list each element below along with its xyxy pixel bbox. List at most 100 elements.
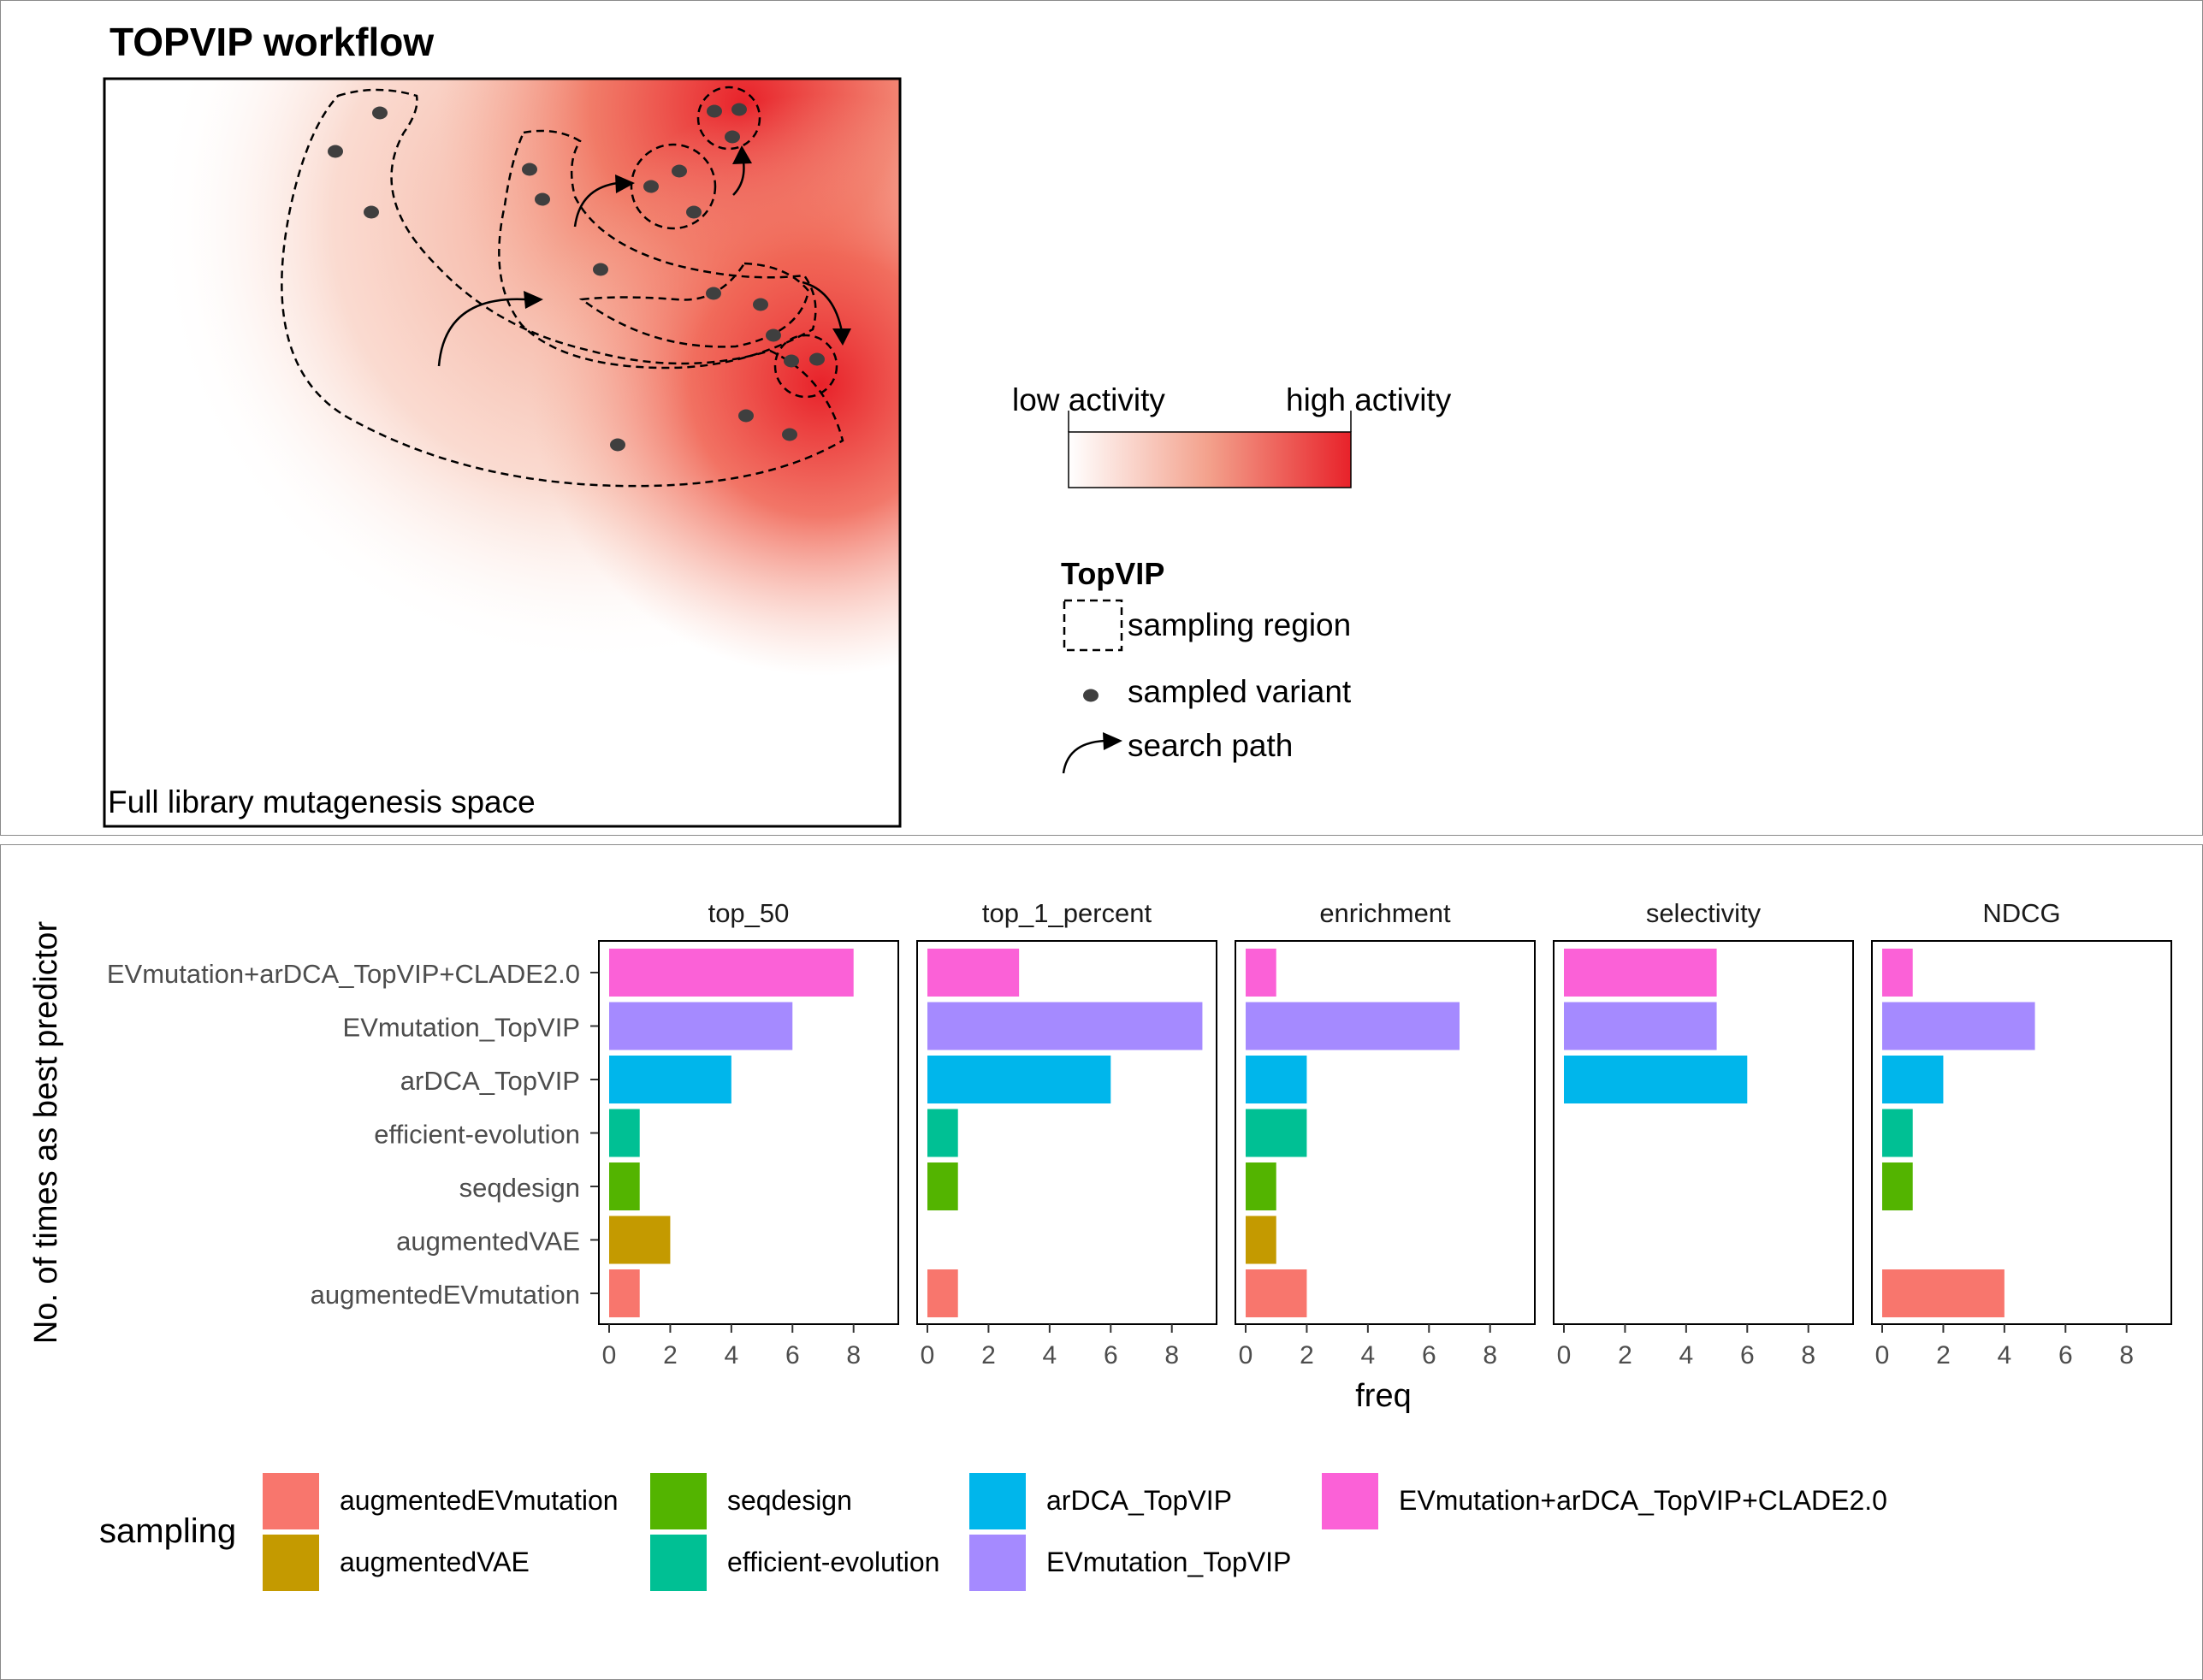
bar: [1882, 1056, 1944, 1103]
sampling-region-inner: [578, 262, 810, 348]
high-activity-label: high activity: [1286, 382, 1452, 417]
facet-strip-label: selectivity: [1646, 898, 1762, 928]
sampling-region-circle-2: [696, 86, 761, 151]
search-path-arrowheads: [524, 145, 851, 346]
bar: [1246, 949, 1276, 997]
legend-swatch: [650, 1473, 707, 1529]
bar: [1246, 1162, 1276, 1210]
sampled-variant-legend-label: sampled variant: [1128, 674, 1352, 709]
bar: [1246, 1056, 1307, 1103]
x-tick-label: 8: [1801, 1341, 1815, 1369]
x-tick-label: 8: [2119, 1341, 2134, 1369]
x-tick-label: 4: [1043, 1341, 1057, 1369]
bar: [927, 1162, 958, 1210]
x-axis-title: freq: [1355, 1378, 1411, 1414]
x-tick-label: 2: [1300, 1341, 1314, 1369]
facet-panel: [916, 940, 1217, 1325]
chart-layer: No. of times as best predictor EVmutation…: [28, 898, 2172, 1414]
bar: [927, 949, 1020, 997]
legend-swatch: [1322, 1473, 1378, 1529]
legend-label: EVmutation_TopVIP: [1046, 1547, 1292, 1577]
sampling-region-circle-3: [773, 334, 838, 399]
x-tick-label: 8: [1164, 1341, 1179, 1369]
facet-enrichment: enrichment 0 2 4 6 8: [1235, 898, 1536, 1369]
legend-swatch: [263, 1473, 319, 1529]
facet-strip-label: NDCG: [1982, 898, 2060, 928]
mutagenesis-space-label: Full library mutagenesis space: [108, 784, 536, 819]
bar: [1882, 1109, 1913, 1157]
legend-swatch: [969, 1473, 1026, 1529]
category-label: seqdesign: [459, 1173, 580, 1203]
facet-strip-label: top_1_percent: [982, 898, 1152, 928]
dashed-square-icon: [1063, 599, 1123, 652]
legend-label: arDCA_TopVIP: [1046, 1485, 1232, 1516]
facet-strip-label: top_50: [708, 898, 790, 928]
x-tick-label: 6: [1422, 1341, 1436, 1369]
bar: [609, 1162, 640, 1210]
bar: [1882, 1002, 2035, 1050]
bar: [927, 1109, 958, 1157]
bar: [1564, 949, 1717, 997]
x-tick-label: 0: [602, 1341, 617, 1369]
sampled-variants: [328, 103, 825, 452]
facet-top_1_percent: top_1_percent 0 2 4 6 8: [916, 898, 1217, 1369]
x-tick-label: 0: [1875, 1341, 1890, 1369]
y-axis-title: No. of times as best predictor: [28, 921, 64, 1345]
bar: [927, 1269, 958, 1317]
bar: [1564, 1002, 1717, 1050]
category-label: EVmutation_TopVIP: [343, 1013, 580, 1043]
legend-label: augmentedEVmutation: [340, 1485, 619, 1516]
x-tick-label: 6: [785, 1341, 800, 1369]
legend-label: augmentedVAE: [340, 1547, 530, 1577]
x-tick-label: 0: [1239, 1341, 1253, 1369]
category-label: EVmutation+arDCA_TopVIP+CLADE2.0: [107, 959, 580, 989]
facet-panel: [598, 940, 899, 1325]
sampling-regions: [281, 86, 844, 488]
curved-arrow-icon: [1062, 732, 1122, 774]
activity-scale: [1068, 411, 1352, 488]
bar: [1564, 1056, 1748, 1103]
x-tick-label: 0: [1557, 1341, 1572, 1369]
category-label: augmentedVAE: [396, 1227, 580, 1257]
sampling-region-legend-label: sampling region: [1128, 607, 1352, 642]
category-label: arDCA_TopVIP: [400, 1066, 580, 1096]
workflow-figure: [103, 77, 1352, 828]
activity-gradient-bar: [1068, 431, 1352, 488]
x-tick-label: 6: [1104, 1341, 1118, 1369]
bar: [1246, 1002, 1460, 1050]
x-tick-label: 8: [846, 1341, 861, 1369]
sampling-region-circle-1: [630, 143, 717, 230]
x-tick-label: 4: [1679, 1341, 1694, 1369]
x-tick-label: 6: [2058, 1341, 2073, 1369]
search-path-legend-label: search path: [1128, 728, 1294, 763]
x-tick-label: 2: [1618, 1341, 1632, 1369]
bar: [1246, 1109, 1307, 1157]
bar: [1882, 949, 1913, 997]
facet-strip-label: enrichment: [1319, 898, 1451, 928]
category-label: augmentedEVmutation: [311, 1280, 580, 1310]
topvip-legend-title: TopVIP: [1061, 556, 1165, 591]
facet-top_50: top_50 0 2 4 6 8: [598, 898, 899, 1369]
bar: [927, 1056, 1111, 1103]
x-tick-label: 6: [1740, 1341, 1755, 1369]
legend-swatch: [263, 1535, 319, 1591]
bar: [1882, 1269, 2005, 1317]
dot-icon: [1083, 689, 1099, 702]
activity-heatmap: [104, 79, 900, 826]
x-tick-label: 2: [663, 1341, 678, 1369]
sampling-legend-title: sampling: [99, 1512, 237, 1550]
x-tick-label: 0: [921, 1341, 935, 1369]
bar: [609, 1056, 731, 1103]
facet-NDCG: NDCG 0 2 4 6 8: [1871, 898, 2172, 1369]
bar: [927, 1002, 1203, 1050]
legend-label: seqdesign: [727, 1485, 852, 1516]
x-tick-label: 2: [1936, 1341, 1951, 1369]
facet-selectivity: selectivity 0 2 4 6 8: [1553, 898, 1854, 1369]
facet-panel: [1871, 940, 2172, 1325]
low-activity-label: low activity: [1012, 382, 1165, 417]
workflow-title: TOPVIP workflow: [110, 20, 435, 64]
bar: [1246, 1216, 1276, 1264]
legend-label: EVmutation+arDCA_TopVIP+CLADE2.0: [1399, 1485, 1887, 1516]
bar: [1882, 1162, 1913, 1210]
